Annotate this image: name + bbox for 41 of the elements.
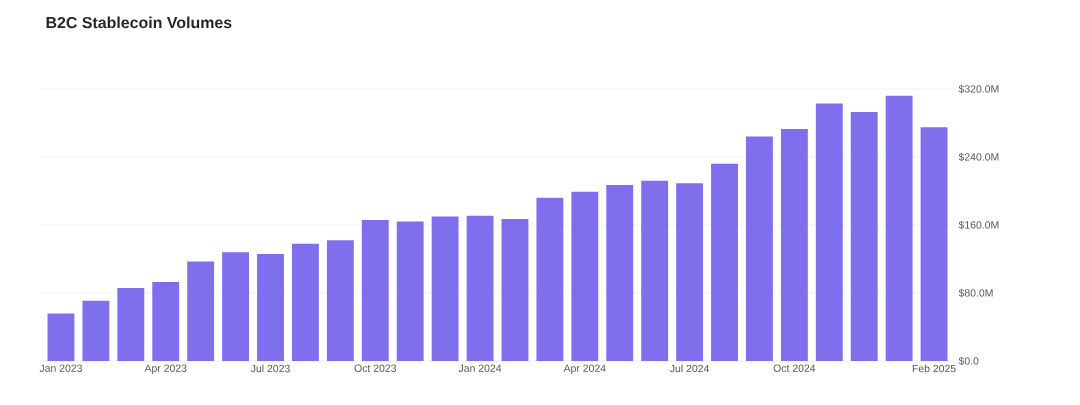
bar [746, 136, 773, 361]
y-tick-label: $240.0M [958, 152, 999, 162]
bar [676, 183, 704, 361]
y-tick-label: $320.0M [958, 84, 999, 94]
bar [47, 313, 75, 361]
chart-title: B2C Stablecoin Volumes [46, 16, 232, 29]
bar [780, 128, 808, 361]
bar [361, 219, 389, 361]
bar [187, 261, 215, 361]
bar [641, 180, 669, 361]
bar [291, 243, 319, 361]
x-tick-label: Jul 2024 [669, 364, 710, 373]
bar [82, 300, 110, 361]
bar [711, 163, 738, 361]
bar [606, 185, 634, 361]
bar [466, 215, 494, 361]
bar [117, 287, 145, 361]
bar [222, 252, 250, 361]
bar [501, 219, 529, 361]
bar [885, 95, 913, 361]
x-tick-label: Oct 2023 [354, 364, 397, 372]
y-tick-label: $80.0M [958, 288, 993, 298]
x-tick-label: Apr 2023 [144, 364, 187, 374]
bar [815, 103, 843, 361]
bar [326, 240, 354, 361]
x-tick-label: Apr 2024 [563, 364, 606, 374]
x-tick-label: Jan 2023 [39, 364, 83, 372]
bar [850, 111, 878, 361]
bar [920, 127, 948, 361]
x-tick-label: Jan 2024 [458, 364, 502, 372]
x-tick-label: Jul 2023 [250, 364, 290, 373]
bar [257, 253, 284, 361]
bar [431, 216, 459, 361]
bar [152, 281, 180, 361]
x-tick-label: Feb 2025 [912, 364, 956, 373]
y-tick-label: $160.0M [958, 220, 999, 230]
y-tick-label: $0.0 [958, 356, 979, 366]
bar [396, 221, 424, 361]
x-tick-label: Oct 2024 [773, 364, 816, 372]
bar [536, 197, 564, 361]
bar [571, 191, 599, 361]
